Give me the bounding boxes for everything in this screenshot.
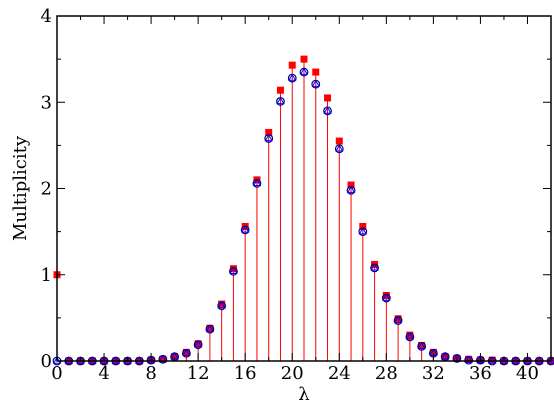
data-point-square <box>218 300 226 308</box>
data-point-square <box>312 68 320 76</box>
x-tick-label: 0 <box>51 363 62 384</box>
x-tick-label: 12 <box>187 363 210 384</box>
data-point-square <box>347 181 355 189</box>
data-point-triangle <box>370 263 379 271</box>
x-tick-label: 24 <box>328 363 351 384</box>
data-point-triangle <box>440 352 450 360</box>
data-point-triangle <box>323 106 332 114</box>
data-point-triangle <box>146 355 156 363</box>
y-tick-label: 2 <box>41 179 52 200</box>
x-tick-label: 32 <box>422 363 445 384</box>
data-point-triangle <box>311 79 320 87</box>
x-tick-label: 20 <box>281 363 304 384</box>
data-point-triangle <box>182 348 191 356</box>
data-point-triangle <box>335 144 344 152</box>
data-point-triangle <box>229 266 238 274</box>
data-point-square <box>406 331 414 339</box>
data-point-square <box>418 341 426 349</box>
data-point-square <box>300 55 308 63</box>
data-point-triangle <box>464 355 473 363</box>
data-point-square <box>429 348 437 356</box>
data-point-triangle <box>417 341 426 350</box>
x-tick-label: 8 <box>145 363 156 384</box>
data-point-square <box>171 353 179 361</box>
y-axis-label: Multiplicity <box>10 135 31 241</box>
data-point-triangle <box>358 227 367 235</box>
data-point-triangle <box>346 185 356 193</box>
data-point-triangle <box>476 355 485 363</box>
data-point-square <box>324 94 332 102</box>
data-point-square <box>265 128 273 136</box>
data-point-triangle <box>241 225 250 233</box>
x-tick-label: 36 <box>469 363 492 384</box>
x-axis-label: λ <box>298 384 309 405</box>
data-point-triangle <box>264 133 273 142</box>
data-point-square <box>488 356 496 364</box>
data-point-square <box>206 324 214 332</box>
x-tick-label: 4 <box>98 363 109 384</box>
data-point-triangle <box>299 67 309 75</box>
x-tick-label: 40 <box>516 363 539 384</box>
data-point-triangle <box>193 340 203 348</box>
data-point-square <box>194 340 202 348</box>
data-point-square <box>441 353 449 361</box>
y-tick-label: 1 <box>41 265 52 286</box>
y-tick-label: 0 <box>41 351 52 372</box>
data-point-square <box>335 137 343 145</box>
stem-lines <box>56 59 493 361</box>
data-point-square <box>359 222 367 230</box>
data-point-triangle <box>252 178 262 187</box>
y-tick-label: 4 <box>41 6 52 27</box>
data-point-square <box>288 61 296 69</box>
data-point-triangle <box>393 315 403 324</box>
data-point-triangle <box>405 332 415 340</box>
data-point-square <box>465 355 473 363</box>
x-tick-label: 16 <box>234 363 257 384</box>
data-point-square <box>276 86 284 94</box>
data-point-triangle <box>205 324 215 332</box>
data-point-triangle <box>276 96 285 105</box>
data-point-triangle <box>288 73 297 81</box>
x-tick-label: 28 <box>375 363 398 384</box>
y-tick-label: 3 <box>41 92 52 113</box>
data-point-triangle <box>382 293 391 301</box>
data-point-square <box>394 315 402 323</box>
data-point-square <box>182 348 190 356</box>
data-point-square <box>159 355 167 363</box>
data-point-triangle <box>217 301 226 309</box>
